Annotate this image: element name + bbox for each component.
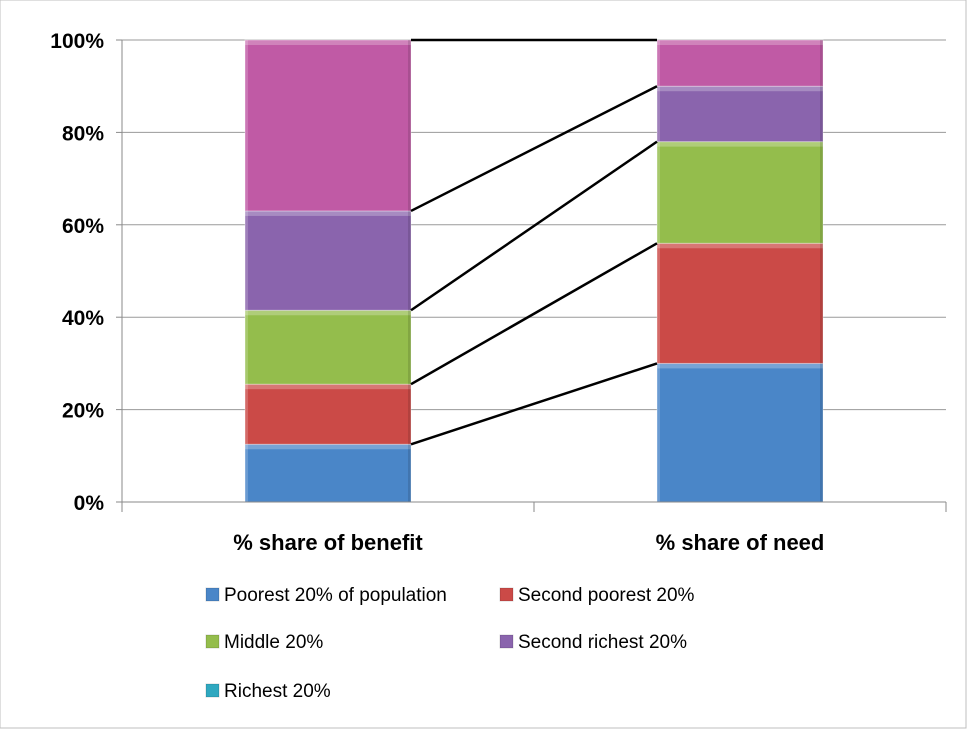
legend-swatch <box>205 634 220 649</box>
legend-swatch <box>205 683 220 698</box>
bar-segment <box>244 383 412 445</box>
legend-label: Richest 20% <box>224 681 331 702</box>
bar-bevel <box>820 40 823 87</box>
bar-bevel <box>408 210 411 311</box>
bar-bevel <box>657 363 660 502</box>
bar-bevel <box>820 86 823 142</box>
legend-label: Middle 20% <box>224 632 323 653</box>
legend-swatch <box>499 587 514 602</box>
series-line <box>410 140 658 312</box>
bar-bevel <box>408 444 411 502</box>
bar-segment <box>244 443 412 503</box>
bar-bevel <box>657 141 823 147</box>
x-category-label: % share of need <box>656 530 825 555</box>
bar-segment <box>656 39 824 87</box>
bar-bevel <box>657 40 823 45</box>
bar-segment <box>244 39 412 212</box>
bar-bevel <box>245 310 411 316</box>
bar-bevel <box>245 444 248 502</box>
y-tick-label: 80% <box>62 122 104 145</box>
legend-label: Poorest 20% of population <box>224 585 447 606</box>
series-line <box>410 362 658 446</box>
bar-segment <box>244 309 412 385</box>
y-tick-label: 40% <box>62 307 104 330</box>
bar-bevel <box>820 363 823 502</box>
bar-segment <box>656 362 824 503</box>
bar-bevel <box>408 40 411 211</box>
bar-bevel <box>657 363 823 369</box>
bar-segment <box>656 85 824 143</box>
series-line <box>410 242 658 386</box>
bar-segment <box>656 242 824 364</box>
legend-swatch <box>499 634 514 649</box>
legend-label: Second richest 20% <box>518 632 687 653</box>
bar-bevel <box>408 384 411 445</box>
y-tick-label: 100% <box>50 30 104 53</box>
bar-bevel <box>245 384 411 390</box>
bar-bevel <box>657 243 823 249</box>
y-tick-label: 20% <box>62 400 104 423</box>
bar-bevel <box>245 40 411 45</box>
bar-bevel <box>657 243 660 364</box>
bar-bevel <box>245 210 411 216</box>
series-line <box>410 85 658 213</box>
bar-bevel <box>820 141 823 244</box>
bar-bevel <box>657 141 660 244</box>
legend-swatch <box>205 587 220 602</box>
bar-bevel <box>245 40 248 211</box>
bar-bevel <box>245 210 248 311</box>
bar-bevel <box>820 243 823 364</box>
bar-segment <box>656 141 824 244</box>
y-tick-label: 0% <box>74 492 105 515</box>
bar-bevel <box>657 40 660 87</box>
bar-bevel <box>245 444 411 450</box>
bar-bevel <box>657 86 660 142</box>
bar-bevel <box>657 86 823 92</box>
bar-bevel <box>245 310 248 385</box>
bar-bevel <box>408 310 411 385</box>
x-category-label: % share of benefit <box>233 530 423 555</box>
bar-segment <box>244 210 412 311</box>
bar-bevel <box>245 384 248 445</box>
y-tick-label: 60% <box>62 215 104 238</box>
legend-label: Second poorest 20% <box>518 585 695 606</box>
